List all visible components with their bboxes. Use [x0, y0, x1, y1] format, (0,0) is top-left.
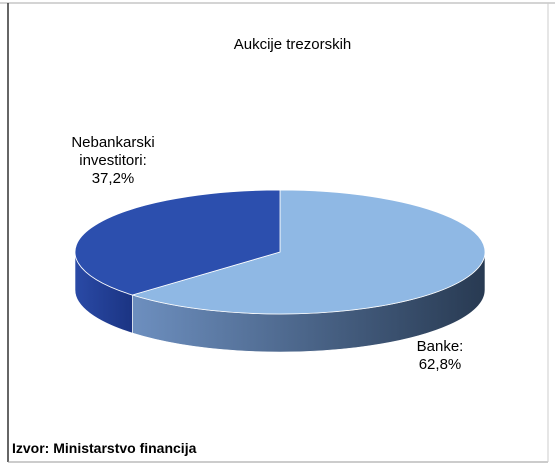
slice-label: Banke: 62,8% — [395, 338, 485, 374]
value-label: 37,2% — [91, 170, 135, 187]
slice-top — [130, 189, 486, 315]
source-note: Izvor: Ministarstvo financija — [12, 440, 197, 456]
slice-label: Nebankarski investitori: 37,2% — [38, 134, 188, 188]
pie-tops — [74, 189, 486, 315]
value-label: 62,8% — [418, 356, 462, 373]
category-label: Nebankarski investitori: — [71, 134, 155, 169]
slice-top — [74, 189, 281, 296]
chart-title: Aukcije trezorskih — [233, 36, 352, 53]
category-label: Banke: — [416, 338, 464, 355]
